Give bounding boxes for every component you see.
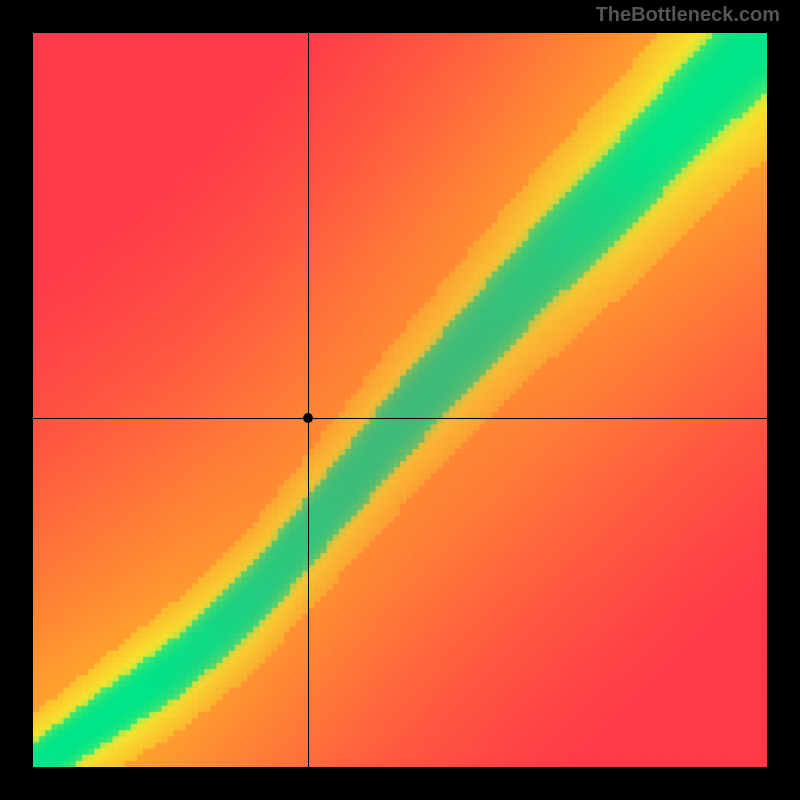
heatmap-canvas <box>33 33 767 767</box>
chart-container: TheBottleneck.com <box>0 0 800 800</box>
crosshair-marker <box>303 413 313 423</box>
crosshair-horizontal <box>33 418 767 419</box>
plot-area <box>33 33 767 767</box>
watermark-text: TheBottleneck.com <box>596 4 780 27</box>
crosshair-vertical <box>308 33 309 767</box>
